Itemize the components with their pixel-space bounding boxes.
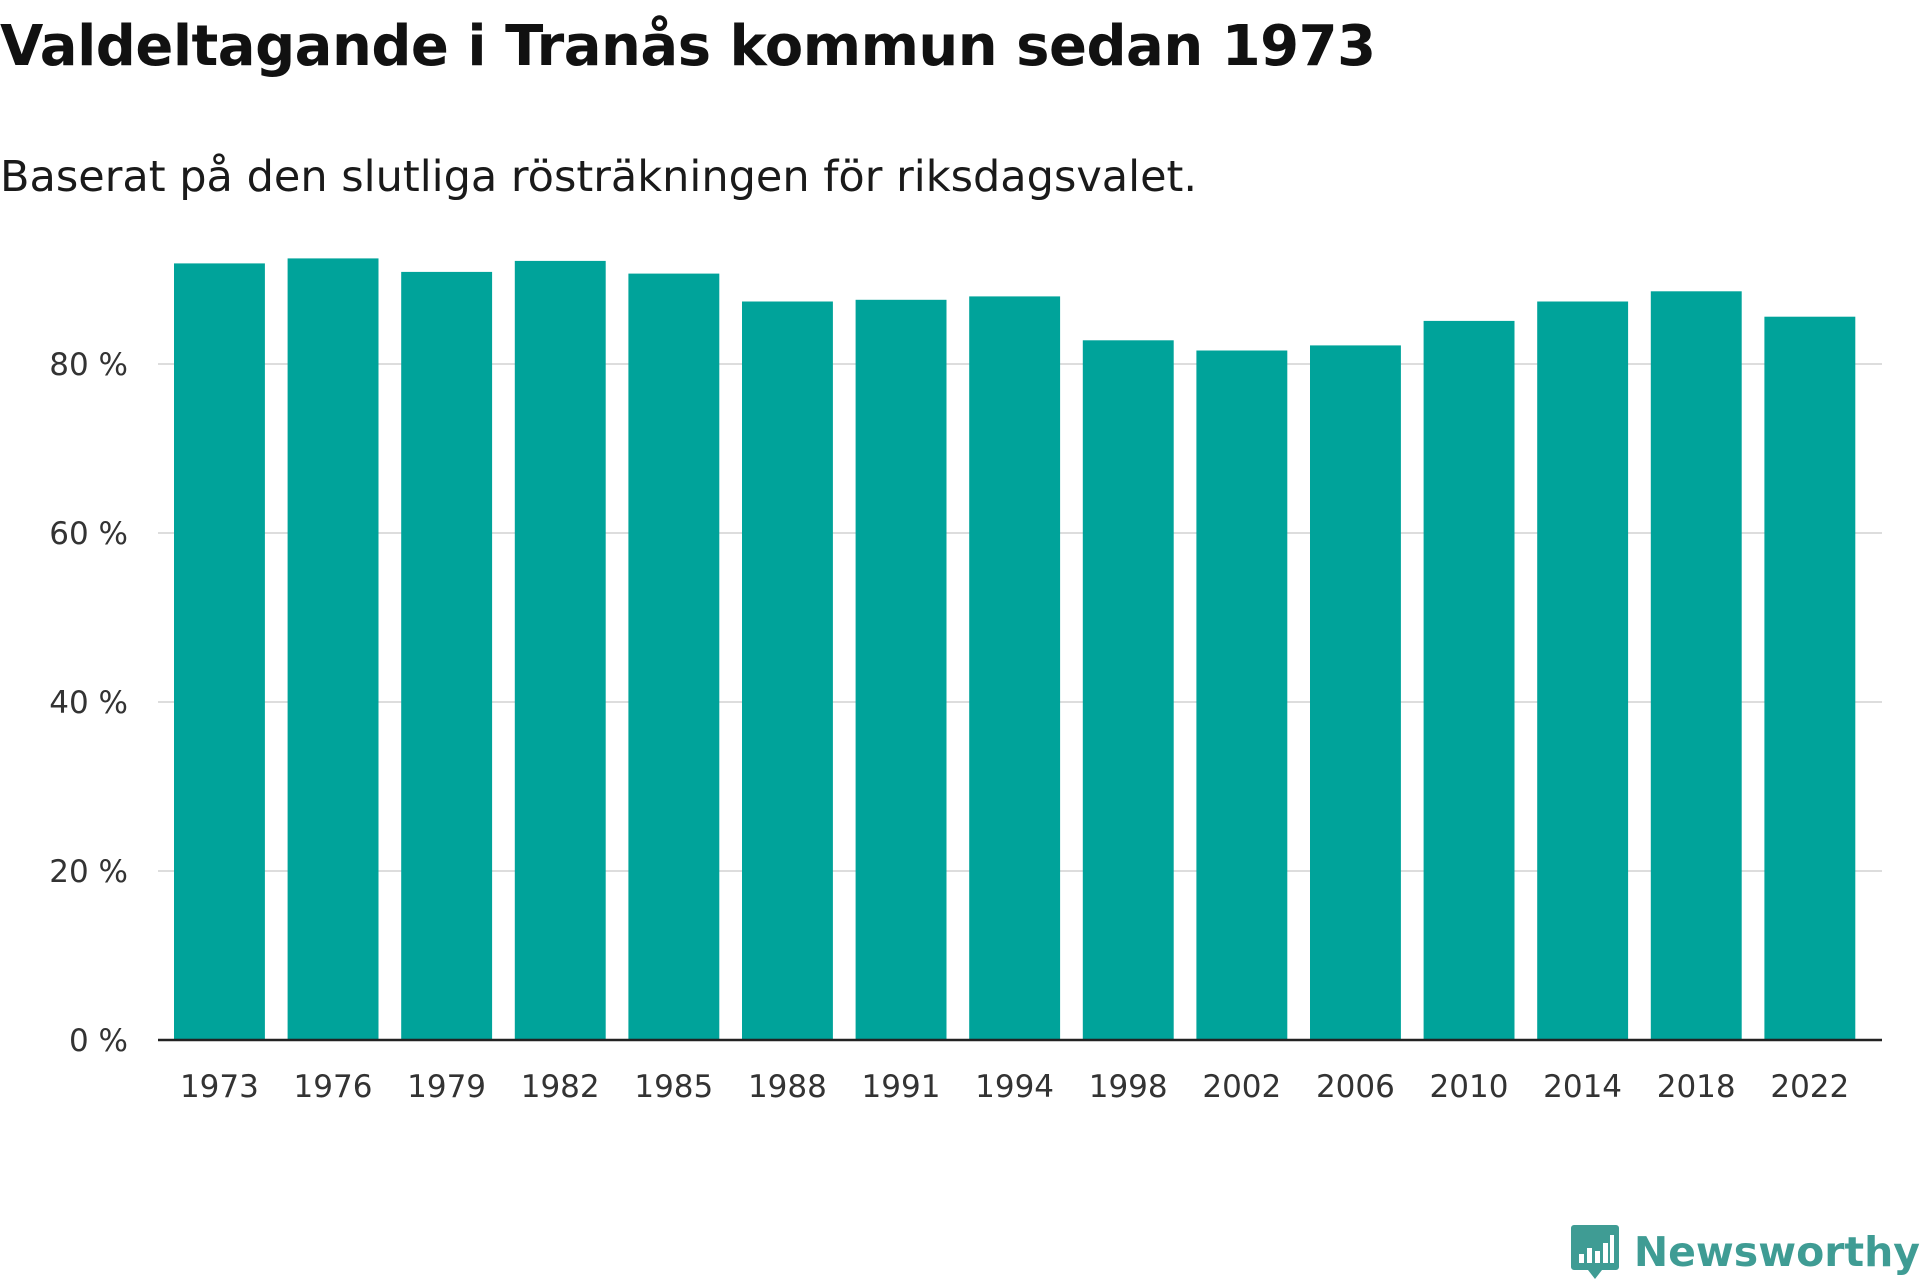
bar-2002: [1196, 350, 1288, 1040]
x-tick-label: 2014: [1543, 1069, 1622, 1105]
y-tick-label: 20 %: [49, 854, 128, 890]
x-tick-label: 1988: [748, 1069, 827, 1105]
y-axis-ticks: 0 % 20 % 40 % 60 % 80 %: [49, 347, 128, 1059]
y-tick-label: 0 %: [69, 1023, 128, 1059]
bar-1973: [174, 263, 265, 1040]
x-tick-label: 2022: [1770, 1069, 1849, 1105]
bar-2006: [1310, 345, 1401, 1040]
bar-2022: [1764, 316, 1856, 1040]
x-tick-label: 1998: [1089, 1069, 1168, 1105]
x-tick-label: 2018: [1657, 1069, 1736, 1105]
x-tick-label: 2006: [1316, 1069, 1395, 1105]
x-tick-label: 1973: [180, 1069, 259, 1105]
newsworthy-logo-text: Newsworthy: [1633, 1228, 1920, 1276]
bar-1994: [969, 296, 1061, 1040]
bar-1988: [742, 301, 833, 1040]
bar-chart: 0 % 20 % 40 % 60 % 80 % 1973 1976 1979 1982 1985…: [49, 258, 1882, 1105]
x-tick-label: 2002: [1202, 1069, 1281, 1105]
y-tick-label: 80 %: [49, 347, 128, 383]
bar-1976: [287, 258, 379, 1040]
x-tick-label: 1994: [975, 1069, 1054, 1105]
newsworthy-logo: Newsworthy: [1570, 1222, 1920, 1282]
chart-subtitle: Baserat på den slutliga rösträkningen fö…: [0, 152, 1198, 202]
bar-1998: [1082, 340, 1174, 1040]
bar-1979: [401, 271, 493, 1040]
bars: [174, 258, 1856, 1041]
x-tick-label: 1985: [634, 1069, 713, 1105]
bar-2010: [1423, 320, 1515, 1040]
x-tick-label: 1976: [294, 1069, 373, 1105]
bar-1985: [628, 273, 720, 1041]
x-tick-label: 1982: [521, 1069, 600, 1105]
x-tick-label: 1979: [407, 1069, 486, 1105]
bar-2018: [1650, 291, 1742, 1040]
y-tick-label: 40 %: [49, 685, 128, 721]
x-axis-ticks: 1973 1976 1979 1982 1985 1988 1991 1994 1998 2002…: [180, 1069, 1849, 1105]
newsworthy-logo-icon: [1570, 1225, 1619, 1279]
bar-1982: [514, 260, 606, 1040]
chart-title: Valdeltagande i Tranås kommun sedan 1973: [0, 14, 1376, 79]
x-tick-label: 2010: [1430, 1069, 1509, 1105]
y-tick-label: 60 %: [49, 516, 128, 552]
x-tick-label: 1991: [862, 1069, 941, 1105]
bar-2014: [1537, 301, 1629, 1040]
bar-1991: [855, 299, 947, 1040]
